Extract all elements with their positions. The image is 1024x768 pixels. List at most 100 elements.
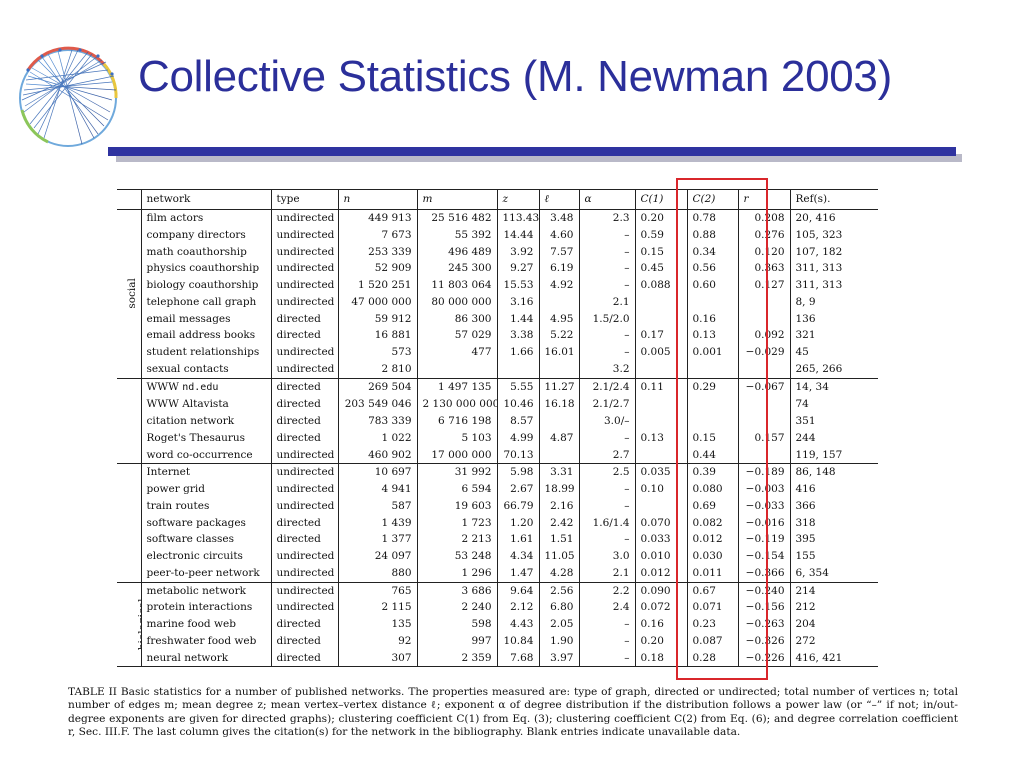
cell-alpha: – <box>579 260 636 277</box>
table-row: physics coauthorship undirected 52 909 245 … <box>117 260 878 277</box>
cell-r: −0.366 <box>738 564 791 582</box>
cell-n: 52 909 <box>338 260 418 277</box>
network-domain: nd.edu <box>182 381 219 393</box>
cell-r: −0.033 <box>738 497 791 515</box>
cell-alpha: 2.1/2.7 <box>579 396 636 413</box>
cell-type: undirected <box>271 497 339 515</box>
cell-r: −0.154 <box>738 548 791 565</box>
cell-l: 6.19 <box>539 260 580 277</box>
cell-alpha: 1.5/2.0 <box>579 310 636 328</box>
network-name: WWW <box>146 380 179 393</box>
cell-n: 573 <box>338 344 418 361</box>
cell-c1: 0.072 <box>635 599 688 616</box>
cell-l: 4.92 <box>539 277 580 294</box>
header-network: network <box>141 189 272 210</box>
cell-network: sexual contacts <box>141 360 272 378</box>
title-underline <box>108 147 956 156</box>
cell-alpha: 3.0 <box>579 548 636 565</box>
table-row: software classes directed 1 377 2 213 1.61 1.… <box>117 531 878 548</box>
table-row: email messages directed 59 912 86 300 1.44 4.… <box>117 310 878 328</box>
category-cell: biological <box>117 582 142 667</box>
table-row: math coauthorship undirected 253 339 496 48… <box>117 243 878 261</box>
cell-r <box>738 310 791 328</box>
cell-refs: 14, 34 <box>795 381 829 393</box>
cell-c1: 0.088 <box>635 277 688 294</box>
cell-refs: 155 <box>795 550 816 562</box>
cell-z: 10.46 <box>497 396 540 413</box>
cell-alpha: 2.1 <box>579 564 636 582</box>
cell-network: protein interactions <box>141 599 272 616</box>
cell-c1: 0.15 <box>635 243 688 261</box>
cell-l: 18.99 <box>539 481 580 498</box>
network-statistics-table: network type n m z ℓ α C(1) C(2) r Ref(s… <box>117 189 878 667</box>
table-row: peer-to-peer network undirected 880 1 296 1.… <box>117 564 878 582</box>
cell-l: 16.01 <box>539 344 580 361</box>
cell-type: undirected <box>271 293 339 311</box>
cell-m: 17 000 000 <box>417 446 498 464</box>
cell-type: undirected <box>271 582 339 600</box>
cell-n: 1 022 <box>338 429 418 447</box>
cell-network: Roget's Thesaurus <box>141 429 272 447</box>
cell-m: 3 686 <box>417 582 498 600</box>
cell-z: 1.44 <box>497 310 540 328</box>
cell-m: 31 992 <box>417 463 498 481</box>
group-social: social film actors undirected 449 913 25 516… <box>117 209 878 378</box>
cell-refs: 265, 266 <box>795 362 843 375</box>
cell-m: 245 300 <box>417 260 498 277</box>
header-type: type <box>271 189 339 210</box>
cell-refs: 74 <box>795 398 809 411</box>
cell-c2: 0.071 <box>687 599 739 616</box>
cell-c2: 0.012 <box>687 531 739 548</box>
cell-m: 86 300 <box>417 310 498 328</box>
cell-alpha: – <box>579 481 636 498</box>
cell-c2: 0.011 <box>687 564 739 582</box>
cell-r: −0.029 <box>738 344 791 361</box>
cell-refs: 45 <box>795 346 809 358</box>
cell-type: directed <box>271 378 339 397</box>
cell-c2: 0.080 <box>687 481 739 498</box>
cell-alpha: – <box>579 226 636 244</box>
cell-c1 <box>635 360 688 378</box>
table-row: company directors undirected 7 673 55 392 14… <box>117 226 878 244</box>
cell-network: company directors <box>141 226 272 244</box>
cell-alpha: – <box>579 277 636 294</box>
cell-alpha: – <box>579 632 636 650</box>
cell-n: 1 439 <box>338 514 418 532</box>
cell-c2 <box>687 360 739 378</box>
cell-network: software classes <box>141 531 272 548</box>
cell-r: 0.208 <box>738 209 791 227</box>
cell-c1: 0.45 <box>635 260 688 277</box>
cell-z: 7.68 <box>497 649 540 667</box>
cell-c1: 0.010 <box>635 548 688 565</box>
cell-c1: 0.035 <box>635 463 688 481</box>
cell-c2: 0.29 <box>687 378 739 397</box>
cell-z: 2.12 <box>497 599 540 616</box>
table-row: word co-occurrence undirected 460 902 17 00… <box>117 446 878 464</box>
cell-c1 <box>635 310 688 328</box>
cell-r: 0.157 <box>738 429 791 447</box>
cell-n: 1 377 <box>338 531 418 548</box>
cell-c1: 0.17 <box>635 327 688 344</box>
cell-r: 0.127 <box>738 277 791 294</box>
cell-m: 11 803 064 <box>417 277 498 294</box>
cell-c1: 0.090 <box>635 582 688 600</box>
cell-z: 3.38 <box>497 327 540 344</box>
table-row: telephone call graph undirected 47 000 000… <box>117 293 878 311</box>
title-underline-shadow <box>116 154 962 162</box>
cell-m: 2 213 <box>417 531 498 548</box>
cell-type: directed <box>271 514 339 532</box>
cell-l: 1.90 <box>539 632 580 650</box>
cell-r <box>738 360 791 378</box>
cell-r <box>738 396 791 413</box>
cell-refs: 318 <box>795 516 816 529</box>
cell-l: 6.80 <box>539 599 580 616</box>
cell-refs: 395 <box>795 533 816 546</box>
cell-l: 11.27 <box>539 378 580 397</box>
cell-refs: 244 <box>795 431 816 444</box>
cell-n: 10 697 <box>338 463 418 481</box>
table-row: marine food web directed 135 598 4.43 2.05–0.… <box>117 616 878 633</box>
header-n: n <box>338 189 418 210</box>
cell-alpha: 2.2 <box>579 582 636 600</box>
cell-n: 269 504 <box>338 378 418 397</box>
cell-l: 3.48 <box>539 209 580 227</box>
